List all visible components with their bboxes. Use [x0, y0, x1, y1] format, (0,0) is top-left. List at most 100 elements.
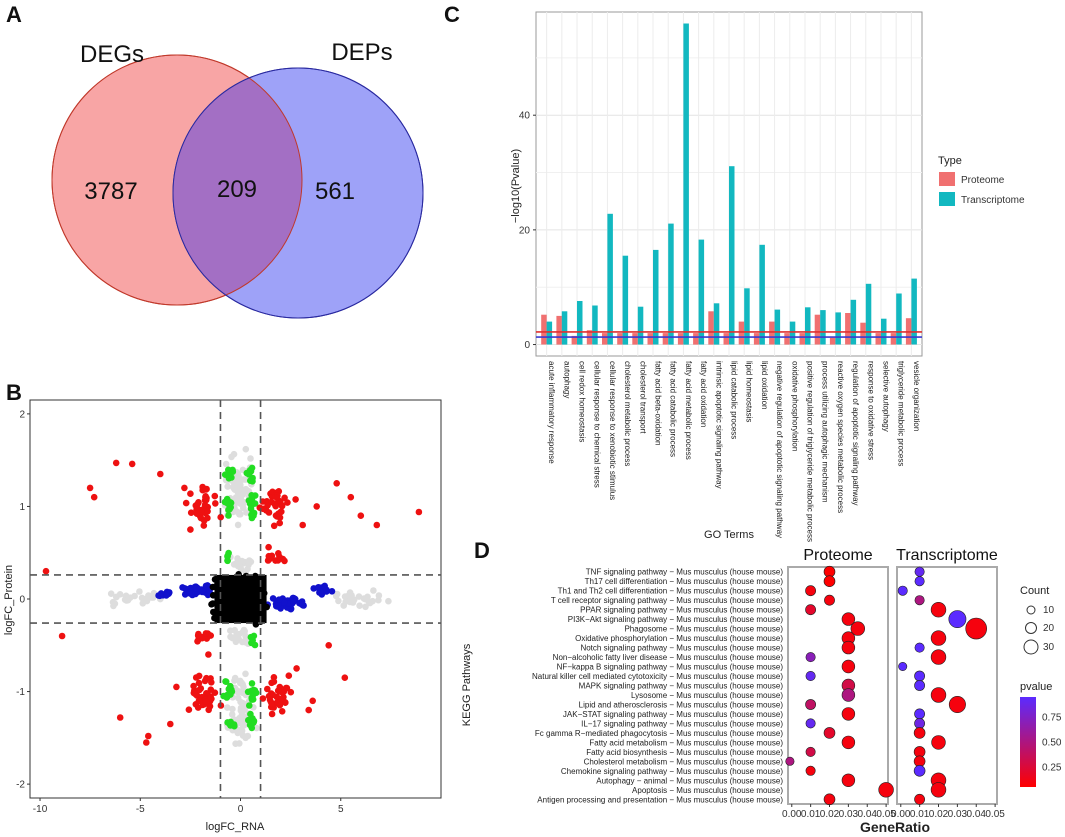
- bar-c-xlabel: GO Terms: [704, 529, 754, 541]
- scatter-b-guides: [30, 400, 441, 798]
- scatter-point-red: [256, 504, 264, 512]
- bubble-d-pathway-label: T cell receptor signaling pathway − Mus …: [551, 596, 784, 605]
- scatter-point-red: [211, 492, 219, 500]
- bubble-d-point: [805, 718, 816, 729]
- bar-transcriptome: [759, 244, 765, 345]
- bar-c-yticks: 0 20 40: [519, 111, 536, 351]
- bar-proteome: [556, 315, 562, 345]
- scatter-point-red: [265, 692, 273, 700]
- scatter-point-grey: [241, 706, 248, 713]
- bubble-d-pathway-label: Phagosome − Mus musculus (house mouse): [624, 625, 783, 634]
- scatter-point-grey: [366, 599, 374, 607]
- scatter-b-ytick-label: -2: [16, 780, 25, 791]
- scatter-point-grey: [240, 717, 247, 724]
- bubble-d-xtick-label: 0.03: [948, 809, 968, 820]
- scatter-point-red: [116, 714, 124, 721]
- scatter-point-black: [227, 599, 235, 607]
- bar-c-ytick-label: 20: [519, 225, 531, 236]
- scatter-point-red: [201, 677, 209, 685]
- scatter-point-grey: [113, 593, 120, 601]
- bubble-d-point: [841, 773, 856, 787]
- scatter-point-grey: [238, 688, 246, 695]
- scatter-point-grey: [227, 633, 234, 641]
- scatter-point-red: [281, 494, 288, 502]
- bar-c-category-label: negative regulation of apoptotic signali…: [775, 361, 784, 538]
- bar-c-ytick-label: 0: [524, 340, 530, 351]
- bubble-d-pathway-label: TNF signaling pathway − Mus musculus (ho…: [586, 568, 784, 577]
- scatter-point-green: [224, 499, 231, 507]
- bubble-d-point: [823, 575, 836, 588]
- scatter-point-grey: [244, 732, 252, 740]
- venn-outline-deps: [172, 67, 424, 319]
- scatter-point-grey: [234, 521, 242, 529]
- bubble-d-point: [823, 727, 836, 739]
- bar-c-category-label: cellular response to chemical stress: [593, 361, 602, 488]
- bubble-d-point: [823, 793, 836, 806]
- scatter-b-xtick-label: -5: [136, 804, 145, 815]
- scatter-point-grey: [239, 491, 247, 498]
- bar-c-category-label: autophagy: [562, 361, 571, 398]
- scatter-point-grey: [148, 593, 155, 601]
- bubble-d-point: [913, 764, 926, 777]
- scatter-point-red: [208, 679, 215, 686]
- scatter-point-black: [226, 577, 234, 584]
- scatter-point-red: [173, 683, 180, 691]
- bubble-d-xtick-label: 0.01: [910, 809, 930, 820]
- scatter-point-green: [224, 693, 231, 700]
- scatter-point-grey: [227, 627, 234, 634]
- bubble-d-pathway-label: Notch signaling pathway − Mus musculus (…: [580, 644, 783, 653]
- scatter-point-red: [187, 490, 194, 498]
- scatter-point-red: [42, 567, 50, 575]
- scatter-point-red: [277, 508, 284, 516]
- scatter-point-blue: [269, 595, 277, 602]
- bubble-d-point: [785, 756, 795, 766]
- scatter-point-green: [231, 722, 238, 730]
- scatter-point-red: [287, 688, 295, 696]
- scatter-point-blue: [157, 590, 165, 597]
- scatter-point-grey: [109, 598, 117, 606]
- bubble-d-pathway-label: Non−alcoholic fatty liver disease − Mus …: [553, 653, 784, 662]
- venn-count-overlap: 209: [217, 176, 257, 203]
- bar-transcriptome: [850, 299, 857, 345]
- bar-c-category-label: response to oxidative stress: [866, 361, 875, 460]
- panel-label-a: A: [6, 2, 22, 27]
- bar-proteome: [708, 311, 714, 345]
- bar-transcriptome: [546, 321, 553, 345]
- color-legend-title: pvalue: [1020, 681, 1052, 693]
- bar-proteome: [571, 335, 578, 345]
- bar-c-category-label: acute inflammatory response: [547, 361, 556, 464]
- bubble-d-point: [850, 621, 865, 636]
- scatter-point-blue: [317, 588, 325, 596]
- scatter-point-green: [246, 721, 254, 729]
- venn-overlap: [173, 68, 302, 305]
- bar-proteome: [693, 333, 699, 345]
- scatter-point-red: [285, 672, 293, 679]
- scatter-point-blue: [163, 592, 170, 599]
- bubble-d-point: [878, 782, 894, 798]
- venn-set-label-degs: DEGs: [80, 41, 144, 68]
- bar-transcriptome: [713, 303, 720, 345]
- scatter-point-blue: [290, 598, 297, 605]
- bubble-d-point: [913, 727, 926, 739]
- size-legend-label-30: 30: [1043, 642, 1055, 653]
- bar-proteome: [602, 333, 608, 345]
- bar-c-category-label: vesicle organization: [912, 361, 921, 431]
- venn-outline-degs: [51, 54, 303, 306]
- bar-transcriptome: [577, 301, 583, 345]
- scatter-point-grey: [224, 704, 231, 711]
- bar-c-category-label: lipid homeostasis: [745, 361, 754, 422]
- bubble-d-xtick-label: 0.05: [876, 809, 896, 820]
- scatter-point-blue: [186, 589, 193, 597]
- bubble-d-point: [914, 708, 925, 720]
- bubble-d-point: [914, 566, 925, 577]
- scatter-point-grey: [224, 483, 231, 490]
- bubble-d-point: [805, 765, 816, 776]
- color-legend-tick-label: 0.75: [1042, 713, 1062, 724]
- scatter-point-green: [225, 475, 233, 482]
- scatter-b-ytick-label: 1: [19, 502, 25, 513]
- bubble-d-point: [930, 687, 947, 703]
- scatter-point-red: [212, 500, 219, 507]
- scatter-point-red: [90, 493, 98, 501]
- bar-c-legend-key-transcriptome: [939, 192, 955, 206]
- bar-c-legend-label-proteome: Proteome: [961, 175, 1005, 186]
